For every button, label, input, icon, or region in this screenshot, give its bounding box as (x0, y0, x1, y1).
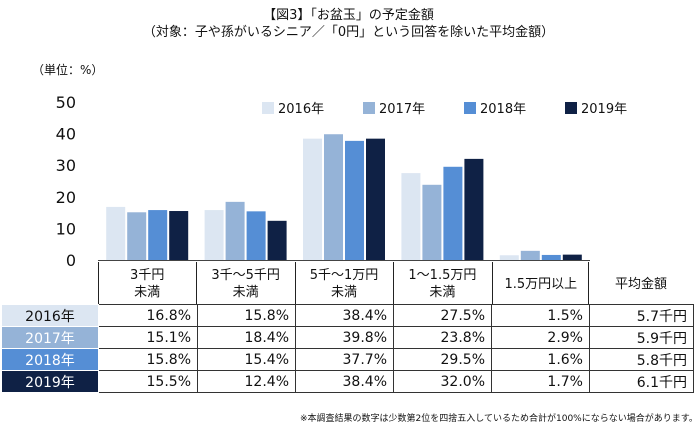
bar (127, 212, 147, 260)
value-cell: 15.5% (98, 370, 198, 393)
row-year: 2019年 (1, 370, 99, 393)
bar (499, 255, 519, 260)
avg-cell: 5.7千円 (589, 304, 694, 327)
bar (303, 138, 322, 260)
bar (422, 184, 442, 260)
y-tick-label: 20 (56, 188, 76, 207)
category-label: 5千～1万円 未満 (309, 268, 379, 300)
legend-swatch (363, 101, 375, 114)
bar (443, 166, 463, 260)
value-cell: 15.8% (197, 304, 296, 327)
value-cell: 16.8% (98, 304, 198, 327)
chart-title: 【図3】「お盆玉」の予定金額 (263, 8, 434, 23)
bar (366, 138, 385, 260)
bar (541, 254, 561, 260)
row-year: 2018年 (1, 348, 99, 371)
value-cell: 15.8% (98, 348, 198, 371)
divider-line (294, 262, 296, 304)
row-year: 2017年 (1, 326, 99, 349)
value-cell: 39.8% (295, 326, 394, 349)
legend-label: 2016年 (278, 102, 325, 117)
value-cell: 15.4% (197, 348, 296, 371)
legend-item: 2018年 (464, 98, 526, 117)
bar (169, 211, 189, 260)
value-cell: 18.4% (197, 326, 296, 349)
category-label: 3千円 未満 (130, 268, 165, 300)
value-cell: 15.1% (98, 326, 198, 349)
avg-header: 平均金額 (614, 276, 667, 292)
bar (464, 158, 484, 260)
value-cell: 23.8% (393, 326, 492, 349)
value-cell: 32.0% (393, 370, 492, 393)
value-cell: 27.5% (393, 304, 492, 327)
value-cell: 37.7% (295, 348, 394, 371)
value-cell: 1.5% (491, 304, 590, 327)
bar (106, 206, 126, 260)
table-row: 2017年 15.1% 18.4% 39.8% 23.8% 2.9% 5.9千円 (1, 326, 694, 349)
divider-line (98, 262, 99, 304)
divider-line (196, 262, 198, 304)
legend-swatch (464, 101, 476, 114)
unit-label: （単位：%） (32, 63, 104, 77)
table-row: 2016年 16.8% 15.8% 38.4% 27.5% 1.5% 5.7千円 (1, 304, 694, 327)
bar (562, 254, 582, 260)
y-tick-label: 10 (56, 219, 76, 238)
chart-subtitle: （対象：子や孫がいるシニア／「0円」という回答を除いた平均金額） (142, 25, 555, 40)
bar (225, 201, 245, 260)
value-cell: 1.6% (491, 348, 590, 371)
category-label: 3千～5千円 未満 (211, 268, 280, 300)
legend-item: 2017年 (363, 98, 425, 117)
table-row: 2018年 15.8% 15.4% 37.7% 29.5% 1.6% 5.8千円 (1, 348, 694, 371)
y-tick-label: 0 (66, 251, 76, 270)
value-cell: 2.9% (491, 326, 590, 349)
table-row: 2019年 15.5% 12.4% 38.4% 32.0% 1.7% 6.1千円 (1, 370, 694, 393)
y-tick-label: 30 (56, 156, 76, 175)
bar (401, 173, 421, 260)
avg-cell: 5.9千円 (589, 326, 694, 349)
divider-line (491, 262, 493, 304)
avg-cell: 6.1千円 (589, 370, 694, 393)
legend-label: 2019年 (581, 102, 628, 117)
bar (204, 210, 224, 260)
value-cell: 38.4% (295, 304, 394, 327)
bar (520, 250, 540, 260)
avg-cell: 5.8千円 (589, 348, 694, 371)
bar (148, 210, 168, 260)
legend-item: 2016年 (262, 98, 324, 117)
legend-label: 2017年 (379, 102, 426, 117)
legend-swatch (262, 101, 274, 114)
value-cell: 12.4% (197, 370, 296, 393)
y-tick-label: 40 (56, 125, 76, 144)
bar (345, 140, 364, 260)
bar (267, 220, 287, 260)
bar (324, 134, 343, 260)
y-tick-label: 50 (56, 93, 76, 112)
row-year: 2016年 (1, 304, 99, 327)
bar (246, 211, 266, 260)
legend-label: 2018年 (480, 102, 527, 117)
divider-line (393, 262, 395, 304)
value-cell: 1.7% (491, 370, 590, 393)
legend-item: 2019年 (565, 98, 627, 117)
category-label: 1.5万円以上 (504, 276, 578, 292)
value-cell: 29.5% (393, 348, 492, 371)
data-table: 2016年 16.8% 15.8% 38.4% 27.5% 1.5% 5.7千円 2017年 1… (1, 304, 694, 393)
footnote: ※本調査結果の数字は少数第2位を四捨五入しているため合計が100%にならない場合… (300, 414, 697, 424)
divider-line (588, 262, 589, 304)
category-label: 1～1.5万円 未満 (408, 268, 477, 300)
legend-swatch (565, 101, 577, 114)
value-cell: 38.4% (295, 370, 394, 393)
